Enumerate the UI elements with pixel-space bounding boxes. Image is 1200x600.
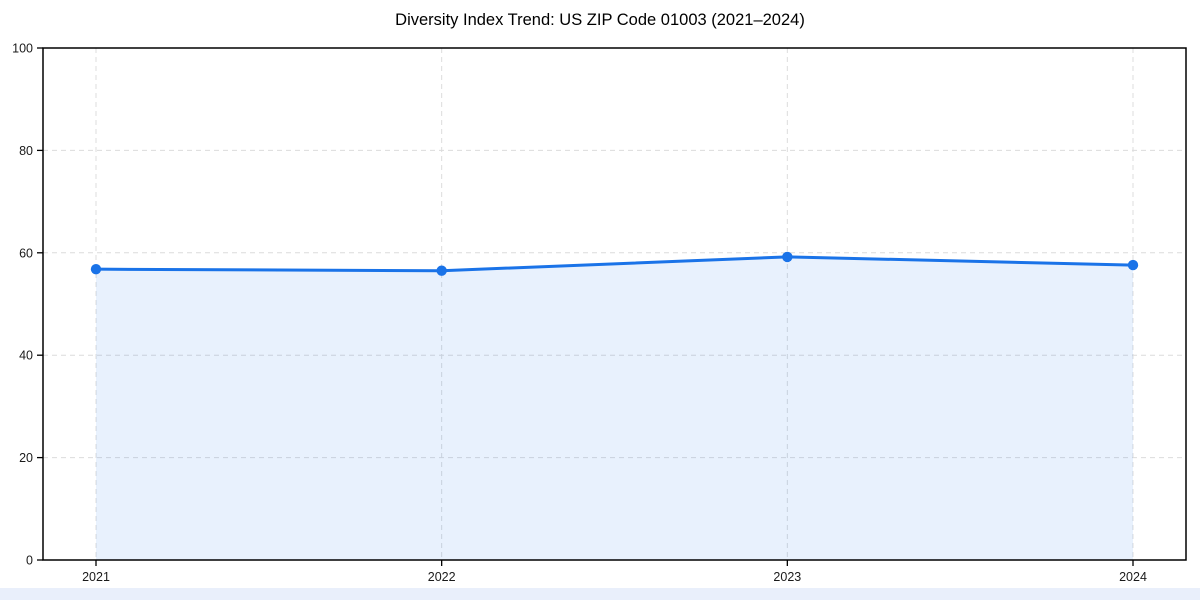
x-tick-label: 2024 [1119, 570, 1147, 584]
y-tick-label: 100 [12, 42, 33, 56]
trend-line [94, 255, 1135, 273]
x-tick-label: 2021 [82, 570, 110, 584]
data-point-2021 [90, 263, 102, 275]
y-tick-label: 0 [26, 554, 33, 568]
data-point-2022 [436, 265, 447, 276]
y-tick-label: 20 [19, 451, 33, 465]
bottom-edge-strip [0, 588, 1200, 600]
y-tick-label: 80 [19, 144, 33, 158]
chart-title: Diversity Index Trend: US ZIP Code 01003… [395, 11, 805, 29]
data-point-2023 [782, 251, 793, 263]
area-fill [96, 256, 1133, 560]
x-tick-label: 2023 [773, 570, 801, 584]
y-tick-label: 40 [19, 349, 33, 363]
x-tick-label: 2022 [428, 570, 456, 584]
plot-border [42, 47, 1187, 561]
data-point-2024 [1127, 259, 1139, 271]
y-tick-label: 60 [19, 246, 33, 260]
